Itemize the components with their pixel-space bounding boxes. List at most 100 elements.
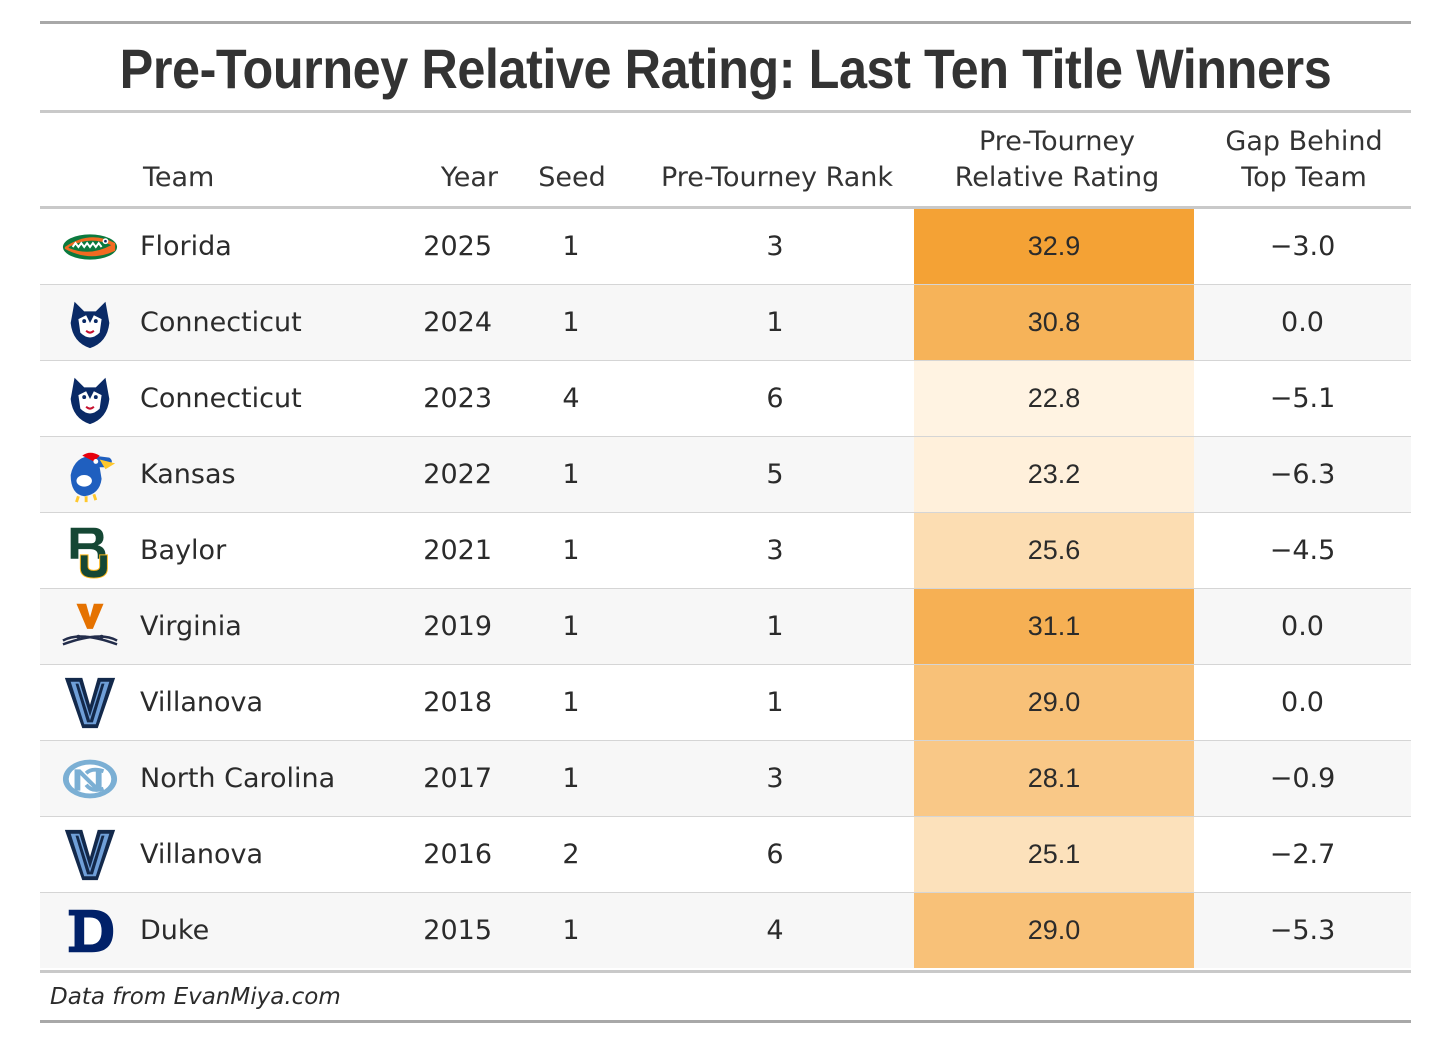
rating-value: 30.8 [914,284,1194,361]
team-name: North Carolina [140,740,408,817]
gap-value: −3.0 [1194,209,1411,285]
table-row: Villanova 2016 2 6 25.1 −2.7 [40,816,1411,893]
header-team: Team [143,162,215,193]
header-gap-line2: Top Team [1241,162,1367,193]
table-row: Duke 2015 1 4 29.0 −5.3 [40,892,1411,968]
team-name: Virginia [140,588,408,665]
team-name: Florida [140,209,408,285]
rank-value: 6 [636,816,914,893]
gap-value: −2.7 [1194,816,1411,893]
top-rule [40,21,1411,24]
seed-value: 1 [506,284,636,361]
gap-value: −5.3 [1194,892,1411,968]
kansas-jayhawk-icon [70,452,116,503]
source-note: Data from EvanMiya.com [50,984,341,1010]
team-logo [40,360,140,437]
table-row: Villanova 2018 1 1 29.0 0.0 [40,664,1411,741]
team-name: Baylor [140,512,408,589]
gap-value: −0.9 [1194,740,1411,817]
table-title: Pre-Tourney Relative Rating: Last Ten Ti… [119,37,1332,100]
team-logo [40,209,140,285]
title-rule [40,110,1411,113]
uconn-husky-icon [70,301,110,348]
table-row: Baylor 2021 1 3 25.6 −4.5 [40,512,1411,589]
team-name: Villanova [140,816,408,893]
table-row: Kansas 2022 1 5 23.2 −6.3 [40,436,1411,513]
rank-value: 1 [636,284,914,361]
unc-nc-icon [62,759,118,798]
header-year: Year [440,162,498,193]
gap-value: 0.0 [1194,284,1411,361]
rank-value: 5 [636,436,914,513]
virginia-sabres-icon [62,603,118,646]
team-name: Villanova [140,664,408,741]
header-gap-line1: Gap Behind [1225,126,1383,157]
year-value: 2019 [408,588,506,665]
rank-value: 3 [636,512,914,589]
team-name: Connecticut [140,360,408,437]
rating-value: 28.1 [914,740,1194,817]
duke-d-icon [68,909,114,952]
rating-value: 29.0 [914,892,1194,968]
header-seed: Seed [538,162,606,193]
year-value: 2015 [408,892,506,968]
team-logo [40,588,140,665]
table-row: Connecticut 2024 1 1 30.8 0.0 [40,284,1411,361]
rating-value: 29.0 [914,664,1194,741]
header-rank: Pre-Tourney Rank [660,162,894,193]
header-rating-line1: Pre-Tourney [978,126,1136,157]
rank-value: 4 [636,892,914,968]
year-value: 2018 [408,664,506,741]
team-logo [40,512,140,589]
rating-value: 32.9 [914,209,1194,285]
rating-value: 22.8 [914,360,1194,437]
year-value: 2017 [408,740,506,817]
header-rule [40,206,1411,209]
seed-value: 1 [506,588,636,665]
team-logo [40,284,140,361]
seed-value: 1 [506,664,636,741]
gap-value: 0.0 [1194,588,1411,665]
year-value: 2025 [408,209,506,285]
team-name: Connecticut [140,284,408,361]
team-logo [40,892,140,968]
team-name: Duke [140,892,408,968]
team-logo [40,436,140,513]
gap-value: −4.5 [1194,512,1411,589]
seed-value: 1 [506,892,636,968]
rank-value: 1 [636,664,914,741]
team-logo [40,664,140,741]
header-rating-line2: Relative Rating [954,162,1160,193]
florida-gator-icon [62,233,118,260]
seed-value: 4 [506,360,636,437]
seed-value: 1 [506,740,636,817]
villanova-v-icon [64,829,116,880]
rank-value: 3 [636,740,914,817]
rating-value: 31.1 [914,588,1194,665]
seed-value: 1 [506,436,636,513]
gap-value: 0.0 [1194,664,1411,741]
team-logo [40,816,140,893]
year-value: 2022 [408,436,506,513]
seed-value: 1 [506,512,636,589]
seed-value: 1 [506,209,636,285]
table-row: Virginia 2019 1 1 31.1 0.0 [40,588,1411,665]
gap-value: −5.1 [1194,360,1411,437]
bottom-rule [40,970,1411,973]
team-name: Kansas [140,436,408,513]
gap-value: −6.3 [1194,436,1411,513]
year-value: 2024 [408,284,506,361]
year-value: 2016 [408,816,506,893]
rating-value: 25.6 [914,512,1194,589]
rank-value: 3 [636,209,914,285]
table-row: Florida 2025 1 3 32.9 −3.0 [40,209,1411,285]
footer-rule [40,1020,1411,1023]
rating-value: 25.1 [914,816,1194,893]
rank-value: 1 [636,588,914,665]
team-logo [40,740,140,817]
rating-value: 23.2 [914,436,1194,513]
year-value: 2021 [408,512,506,589]
rank-value: 6 [636,360,914,437]
year-value: 2023 [408,360,506,437]
baylor-bu-icon [70,527,108,579]
